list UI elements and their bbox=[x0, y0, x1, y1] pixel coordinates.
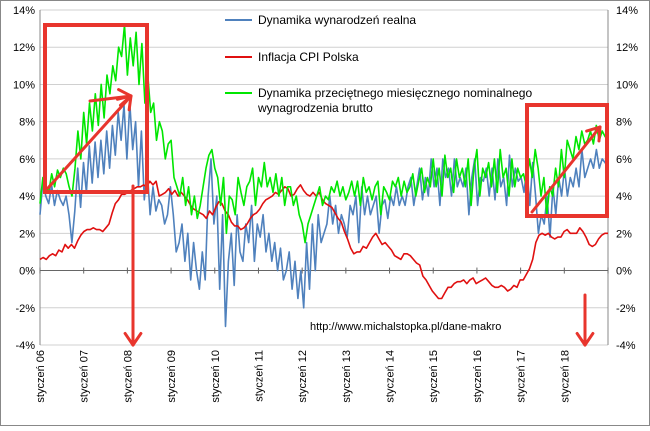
legend-label: Dynamika wynarodzeń realna bbox=[258, 13, 416, 27]
y-tick-label-right: 8% bbox=[616, 117, 632, 129]
x-tick-label: styczeń 09 bbox=[166, 350, 178, 403]
source-url: http://www.michalstopka.pl/dane-makro bbox=[310, 321, 501, 333]
series-line-3 bbox=[39, 24, 609, 244]
y-tick-label-left: 6% bbox=[19, 154, 35, 166]
x-tick-label: styczeń 10 bbox=[210, 350, 222, 403]
trend-arrow-2018 bbox=[530, 125, 602, 214]
x-tick-label: styczeń 15 bbox=[428, 350, 440, 403]
y-tick-label-right: -4% bbox=[616, 340, 636, 352]
y-tick-label-left: 12% bbox=[13, 42, 35, 54]
y-tick-label-left: 0% bbox=[19, 266, 35, 278]
trend-arrow-2007-top bbox=[88, 88, 133, 107]
annotation-overlay bbox=[43, 23, 609, 347]
x-tick-label: styczeń 18 bbox=[559, 350, 571, 403]
y-tick-label-right: 10% bbox=[616, 79, 638, 91]
x-tick-label: styczeń 17 bbox=[516, 350, 528, 403]
x-tick-label: styczeń 11 bbox=[253, 350, 265, 402]
y-tick-label-left: -4% bbox=[15, 340, 35, 352]
y-tick-label-left: -2% bbox=[15, 303, 35, 315]
y-tick-label-right: 4% bbox=[616, 191, 632, 203]
y-tick-label-left: 10% bbox=[13, 79, 35, 91]
y-tick-label-right: 12% bbox=[616, 42, 638, 54]
highlight-box-2018 bbox=[525, 103, 609, 218]
x-tick-label: styczeń 16 bbox=[472, 350, 484, 403]
y-tick-label-right: 2% bbox=[616, 228, 632, 240]
y-tick-label-right: 6% bbox=[616, 154, 632, 166]
y-tick-label-left: 4% bbox=[19, 191, 35, 203]
x-tick-label: styczeń 07 bbox=[79, 350, 91, 403]
x-tick-label: styczeń 08 bbox=[122, 350, 134, 403]
y-tick-label-left: 2% bbox=[19, 228, 35, 240]
legend: Dynamika wynarodzeń realna Inflacja CPI P… bbox=[225, 13, 532, 115]
x-axis: styczeń 06 styczeń 07 styczeń 08 styczeń 09… bbox=[35, 267, 609, 403]
x-tick-label: styczeń 12 bbox=[297, 350, 309, 403]
down-arrow-2018 bbox=[575, 293, 595, 347]
legend-label: Inflacja CPI Polska bbox=[258, 50, 359, 64]
y-tick-label-left: 8% bbox=[19, 117, 35, 129]
y-axis-left: -4% -2% 0% 2% 4% 6% 8% 10% 12% 14% bbox=[13, 5, 41, 352]
series-lines bbox=[39, 24, 609, 328]
x-tick-label: styczeń 06 bbox=[35, 350, 47, 403]
down-arrow-2008 bbox=[123, 184, 143, 347]
y-tick-label-right: 0% bbox=[616, 266, 632, 278]
x-tick-label: styczeń 14 bbox=[385, 350, 397, 403]
y-tick-label-left: 14% bbox=[13, 5, 35, 17]
highlight-box-2007 bbox=[43, 23, 149, 194]
x-tick-label: styczeń 13 bbox=[341, 350, 353, 403]
legend-label: Dynamika przeciętnego miesięcznego nomin… bbox=[257, 86, 532, 115]
y-tick-label-right: -2% bbox=[616, 303, 636, 315]
y-tick-label-right: 14% bbox=[616, 5, 638, 17]
